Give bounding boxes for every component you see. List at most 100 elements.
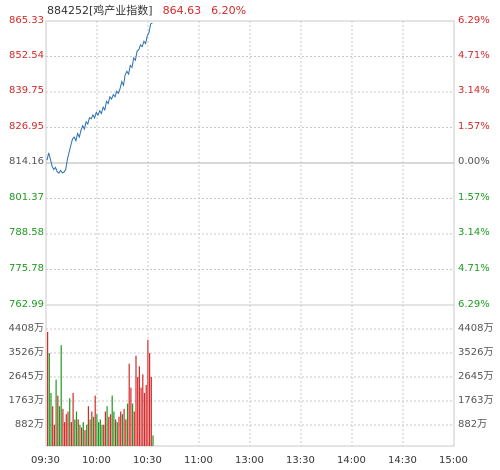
volume-axis-label-right: 882万	[458, 419, 488, 430]
volume-bar	[121, 414, 123, 446]
volume-bar	[89, 419, 91, 446]
volume-bar	[143, 392, 146, 446]
volume-bar	[92, 416, 95, 446]
price-axis-label-left: 814.16	[9, 156, 44, 167]
volume-bar	[137, 376, 139, 446]
volume-bar	[115, 419, 117, 446]
volume-bar	[116, 422, 118, 446]
volume-bar	[149, 353, 151, 446]
volume-bar	[111, 395, 113, 446]
volume-bar	[130, 387, 132, 446]
volume-bar	[75, 411, 78, 446]
volume-bar	[62, 408, 64, 446]
volume-bar	[55, 379, 57, 446]
price-line	[46, 22, 153, 174]
volume-axis-label-right: 3526万	[458, 347, 494, 358]
volume-bar	[126, 403, 129, 446]
volume-axis-label-left: 4408万	[8, 323, 44, 334]
volume-bar	[47, 331, 49, 446]
volume-axis-label-right: 1763万	[458, 395, 494, 406]
price-axis-label-left: 826.95	[9, 121, 44, 132]
volume-bar	[135, 355, 137, 446]
price-axis-label-left: 762.99	[9, 299, 44, 310]
index-name: 884252[鸡产业指数]	[47, 4, 153, 17]
volume-bar	[152, 435, 154, 446]
volume-bar	[50, 392, 52, 446]
volume-bar	[53, 424, 55, 446]
volume-bar	[72, 392, 74, 446]
volume-axis-label-left: 882万	[14, 419, 44, 430]
volume-bar	[128, 363, 130, 446]
volume-bar	[150, 376, 152, 446]
time-axis-label: 09:30	[31, 455, 60, 466]
volume-axis-label-right: 2645万	[458, 371, 494, 382]
time-axis-label: 13:30	[286, 455, 315, 466]
pct-axis-label-right: 4.71%	[458, 263, 490, 274]
volume-axis-label-right: 4408万	[458, 323, 494, 334]
volume-bar	[120, 411, 122, 446]
volume-bar	[133, 411, 135, 446]
volume-bar	[138, 366, 140, 446]
pct-axis-label-right: 6.29%	[458, 15, 490, 26]
pct-axis-label-right: 3.14%	[458, 227, 490, 238]
time-axis-label: 14:30	[388, 455, 417, 466]
volume-bar	[82, 422, 84, 446]
volume-bar	[113, 411, 115, 446]
volume-bar	[118, 416, 120, 446]
volume-bar	[58, 406, 61, 446]
time-axis-label: 13:00	[235, 455, 264, 466]
chart-header: 884252[鸡产业指数] 864.63 6.20%	[47, 2, 246, 20]
time-axis-label: 14:00	[337, 455, 366, 466]
price-axis-label-left: 852.54	[9, 50, 44, 61]
volume-bar	[64, 422, 66, 446]
volume-bar	[86, 424, 88, 446]
volume-bar	[109, 414, 112, 446]
volume-axis-label-left: 3526万	[8, 347, 44, 358]
volume-bar	[132, 403, 134, 446]
volume-bar	[67, 411, 69, 446]
volume-bar	[87, 406, 89, 446]
volume-bar	[125, 419, 127, 446]
volume-bar	[142, 374, 144, 446]
volume-bar	[101, 424, 103, 446]
price-axis-label-left: 775.78	[9, 263, 44, 274]
volume-axis-label-left: 1763万	[8, 395, 44, 406]
volume-bar	[81, 427, 83, 446]
volume-bar	[74, 419, 76, 446]
volume-bar	[140, 387, 142, 446]
volume-axis-label-left: 2645万	[8, 371, 44, 382]
change-percent: 6.20%	[211, 4, 247, 17]
pct-axis-label-right: 4.71%	[458, 50, 490, 61]
time-axis-label: 15:00	[439, 455, 468, 466]
current-price: 864.63	[162, 4, 202, 17]
volume-bar	[70, 422, 72, 446]
volume-bar	[52, 406, 54, 446]
price-axis-label-left: 865.33	[9, 15, 44, 26]
volume-bar	[91, 411, 93, 446]
pct-axis-label-right: 0.00%	[458, 156, 490, 167]
volume-bar	[99, 419, 101, 446]
time-axis-label: 10:30	[133, 455, 162, 466]
pct-axis-label-right: 1.57%	[458, 121, 490, 132]
volume-bar	[104, 411, 106, 446]
volume-bar	[94, 395, 96, 446]
time-axis-label: 11:00	[184, 455, 213, 466]
volume-bar	[79, 424, 81, 446]
price-axis-label-left: 839.75	[9, 85, 44, 96]
price-axis-label-left: 801.37	[9, 192, 44, 203]
volume-bar	[123, 408, 125, 446]
volume-bar	[96, 414, 98, 446]
volume-bar	[60, 345, 62, 446]
price-axis-label-left: 788.58	[9, 227, 44, 238]
volume-bar	[84, 430, 86, 446]
volume-bar	[65, 414, 67, 446]
volume-bar	[57, 395, 59, 446]
volume-bar	[145, 384, 147, 446]
pct-axis-label-right: 1.57%	[458, 192, 490, 203]
pct-axis-label-right: 3.14%	[458, 85, 490, 96]
volume-bar	[106, 406, 108, 446]
volume-bar	[147, 339, 149, 446]
volume-bar	[69, 398, 71, 446]
time-axis-label: 10:00	[82, 455, 111, 466]
